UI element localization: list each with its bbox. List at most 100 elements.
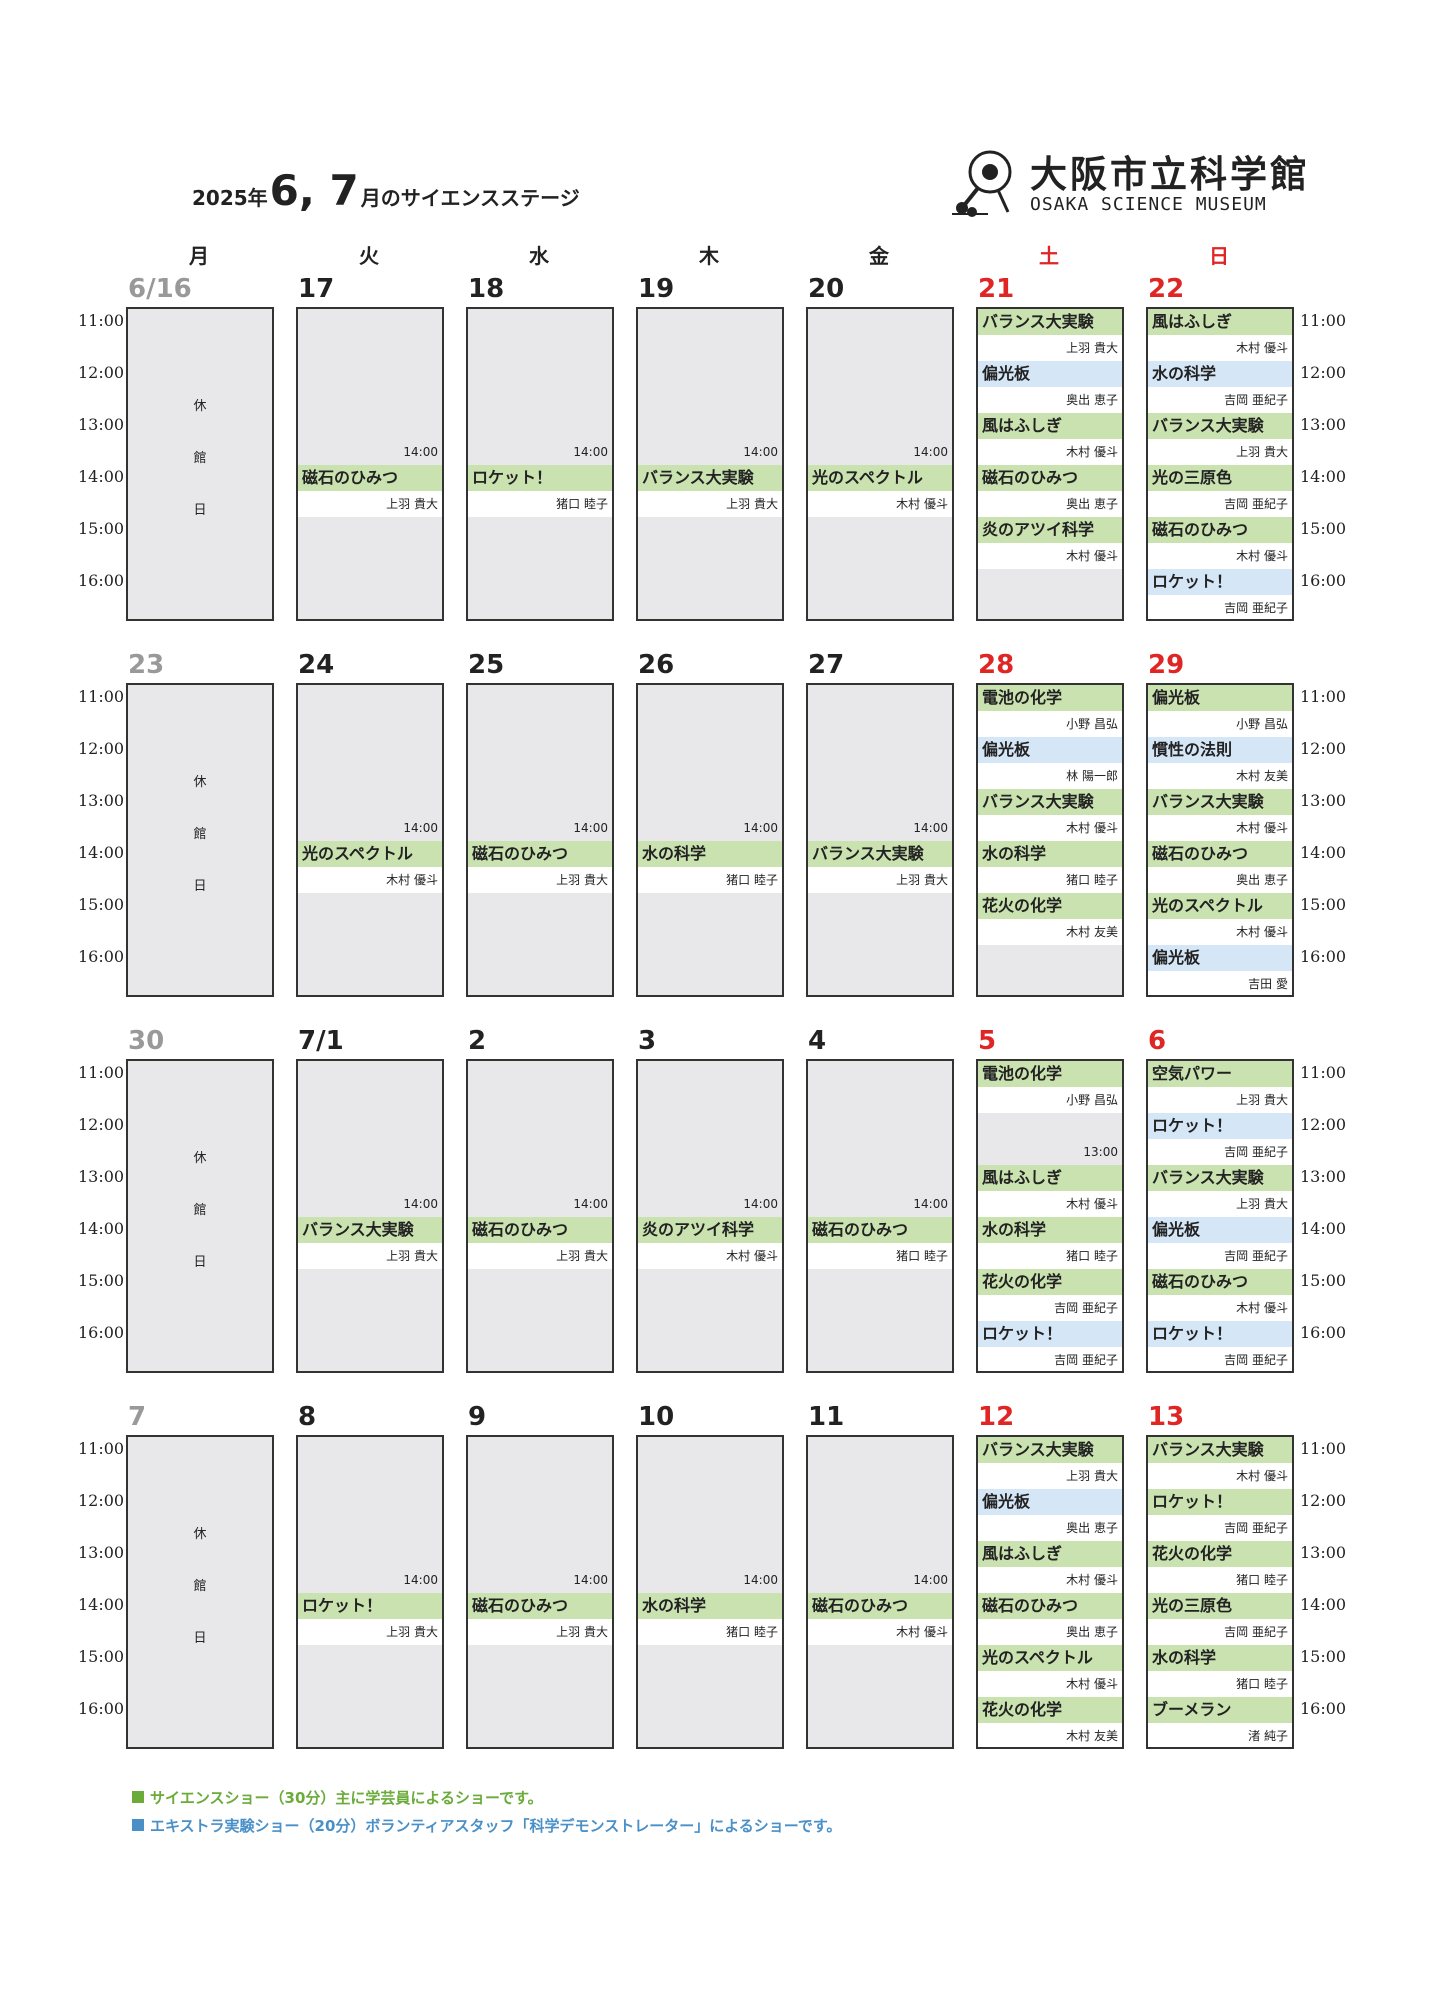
event-presenter: 小野 昌弘	[1148, 711, 1292, 737]
museum-logo-icon	[952, 150, 1012, 217]
event-title: 光のスペクトル	[808, 465, 952, 491]
date-number: 17	[298, 274, 335, 304]
time-label-right: 14:00	[1300, 1219, 1347, 1238]
event-title: 磁石のひみつ	[1148, 517, 1292, 543]
title-rest: 月のサイエンスステージ	[360, 186, 580, 210]
schedule-box: 風はふしぎ 木村 優斗 水の科学 吉岡 亜紀子 バランス大実験 上羽 貴大 光の三原色 吉岡 …	[1146, 307, 1294, 621]
event-title: 水の科学	[1148, 361, 1292, 387]
schedule-box: 14:00 バランス大実験 上羽 貴大	[296, 1059, 444, 1373]
time-label-left: 11:00	[78, 687, 125, 706]
event-time: 14:00	[403, 445, 438, 459]
event-presenter: 猪口 睦子	[978, 867, 1122, 893]
event-title: 水の科学	[978, 841, 1122, 867]
date-number: 22	[1148, 274, 1185, 304]
day-cell: 5 電池の化学 小野 昌弘 13:00 風はふしぎ 木村 優斗 水の科学 猪口 睦子 花火の化学…	[976, 1024, 1124, 1374]
day-cell: 2 14:00 磁石のひみつ 上羽 貴大	[466, 1024, 614, 1374]
event-presenter: 奥出 恵子	[978, 387, 1122, 413]
event-title: 偏光板	[978, 737, 1122, 763]
date-number: 24	[298, 650, 335, 680]
time-label-left: 16:00	[78, 571, 125, 590]
schedule-box: 14:00 バランス大実験 上羽 貴大	[636, 307, 784, 621]
event-time: 13:00	[1083, 1145, 1118, 1159]
time-label-left: 13:00	[78, 791, 125, 810]
legend-extra-text: エキストラ実験ショー（20分）ボランティアスタッフ「科学デモンストレーター」によ…	[150, 1817, 842, 1835]
time-label-left: 15:00	[78, 519, 125, 538]
day-cell: 3 14:00 炎のアツイ科学 木村 優斗	[636, 1024, 784, 1374]
event-title: 空気パワー	[1148, 1061, 1292, 1087]
day-cell: 29 偏光板 小野 昌弘 慣性の法則 木村 友美 バランス大実験 木村 優斗 磁石のひみつ 奥出…	[1146, 648, 1294, 998]
event-title: 花火の化学	[978, 1697, 1122, 1723]
time-label-left: 11:00	[78, 311, 125, 330]
closed-label: 館	[193, 1203, 207, 1218]
time-label-left: 12:00	[78, 1115, 125, 1134]
event-presenter: 奥出 恵子	[978, 1619, 1122, 1645]
event-title: 偏光板	[1148, 685, 1292, 711]
event-title: バランス大実験	[1148, 789, 1292, 815]
event-title: 光のスペクトル	[1148, 893, 1292, 919]
schedule-box: 14:00 磁石のひみつ 上羽 貴大	[466, 1059, 614, 1373]
closed-label: 休	[193, 399, 207, 414]
closed-label: 館	[193, 1579, 207, 1594]
date-number: 7/1	[298, 1026, 344, 1056]
time-label-right: 16:00	[1300, 947, 1347, 966]
day-cell: 8 14:00 ロケット！ 上羽 貴大	[296, 1400, 444, 1750]
event-presenter: 吉岡 亜紀子	[1148, 1243, 1292, 1269]
weekday-wed: 水	[529, 244, 549, 268]
event-presenter: 吉岡 亜紀子	[1148, 387, 1292, 413]
time-label-left: 14:00	[78, 467, 125, 486]
event-title: バランス大実験	[978, 1437, 1122, 1463]
schedule-box: 休館日	[126, 1059, 274, 1373]
date-number: 11	[808, 1402, 845, 1432]
day-cell: 26 14:00 水の科学 猪口 睦子	[636, 648, 784, 998]
event-title: 花火の化学	[978, 1269, 1122, 1295]
event-title: 磁石のひみつ	[808, 1593, 952, 1619]
date-number: 7	[128, 1402, 147, 1432]
event-presenter: 吉田 愛	[1148, 971, 1292, 995]
event-time: 14:00	[403, 821, 438, 835]
event-presenter: 木村 優斗	[1148, 335, 1292, 361]
schedule-box: 空気パワー 上羽 貴大 ロケット！ 吉岡 亜紀子 バランス大実験 上羽 貴大 偏光板 吉岡 亜…	[1146, 1059, 1294, 1373]
date-number: 4	[808, 1026, 827, 1056]
event-title: 磁石のひみつ	[978, 1593, 1122, 1619]
event-title: ロケット！	[468, 465, 612, 491]
event-title: 風はふしぎ	[978, 1541, 1122, 1567]
event-presenter: 上羽 貴大	[298, 491, 442, 517]
event-presenter: 木村 優斗	[1148, 543, 1292, 569]
event-title: 水の科学	[638, 841, 782, 867]
time-label-left: 16:00	[78, 1699, 125, 1718]
event-title: 花火の化学	[1148, 1541, 1292, 1567]
time-label-right: 16:00	[1300, 1323, 1347, 1342]
closed-label: 館	[193, 827, 207, 842]
event-presenter: 猪口 睦子	[638, 1619, 782, 1645]
day-cell: 22 風はふしぎ 木村 優斗 水の科学 吉岡 亜紀子 バランス大実験 上羽 貴大 光の三原色吉…	[1146, 272, 1294, 622]
day-cell: 11 14:00 磁石のひみつ 木村 優斗	[806, 1400, 954, 1750]
event-presenter: 上羽 貴大	[1148, 1087, 1292, 1113]
time-label-right: 15:00	[1300, 1271, 1347, 1290]
time-label-left: 15:00	[78, 1647, 125, 1666]
closed-label: 日	[193, 1255, 207, 1270]
event-presenter: 吉岡 亜紀子	[978, 1295, 1122, 1321]
event-time: 14:00	[913, 1197, 948, 1211]
time-label-right: 15:00	[1300, 519, 1347, 538]
event-presenter: 上羽 貴大	[1148, 1191, 1292, 1217]
closed-label: 日	[193, 503, 207, 518]
date-number: 28	[978, 650, 1015, 680]
event-title: ブーメラン	[1148, 1697, 1292, 1723]
event-title: 光のスペクトル	[978, 1645, 1122, 1671]
event-title: バランス大実験	[1148, 1165, 1292, 1191]
event-title: ロケット！	[1148, 1321, 1292, 1347]
event-title: バランス大実験	[1148, 413, 1292, 439]
time-label-left: 12:00	[78, 363, 125, 382]
date-number: 5	[978, 1026, 997, 1056]
date-number: 8	[298, 1402, 317, 1432]
schedule-box: 14:00 水の科学 猪口 睦子	[636, 683, 784, 997]
event-title: ロケット！	[1148, 569, 1292, 595]
weekday-sat: 土	[1039, 244, 1059, 268]
event-presenter: 吉岡 亜紀子	[978, 1347, 1122, 1371]
date-number: 10	[638, 1402, 675, 1432]
event-time: 14:00	[913, 445, 948, 459]
event-presenter: 木村 優斗	[978, 1567, 1122, 1593]
event-presenter: 小野 昌弘	[978, 1087, 1122, 1113]
day-cell: 6 空気パワー 上羽 貴大 ロケット！ 吉岡 亜紀子 バランス大実験 上羽 貴大 偏光板 吉岡 …	[1146, 1024, 1294, 1374]
